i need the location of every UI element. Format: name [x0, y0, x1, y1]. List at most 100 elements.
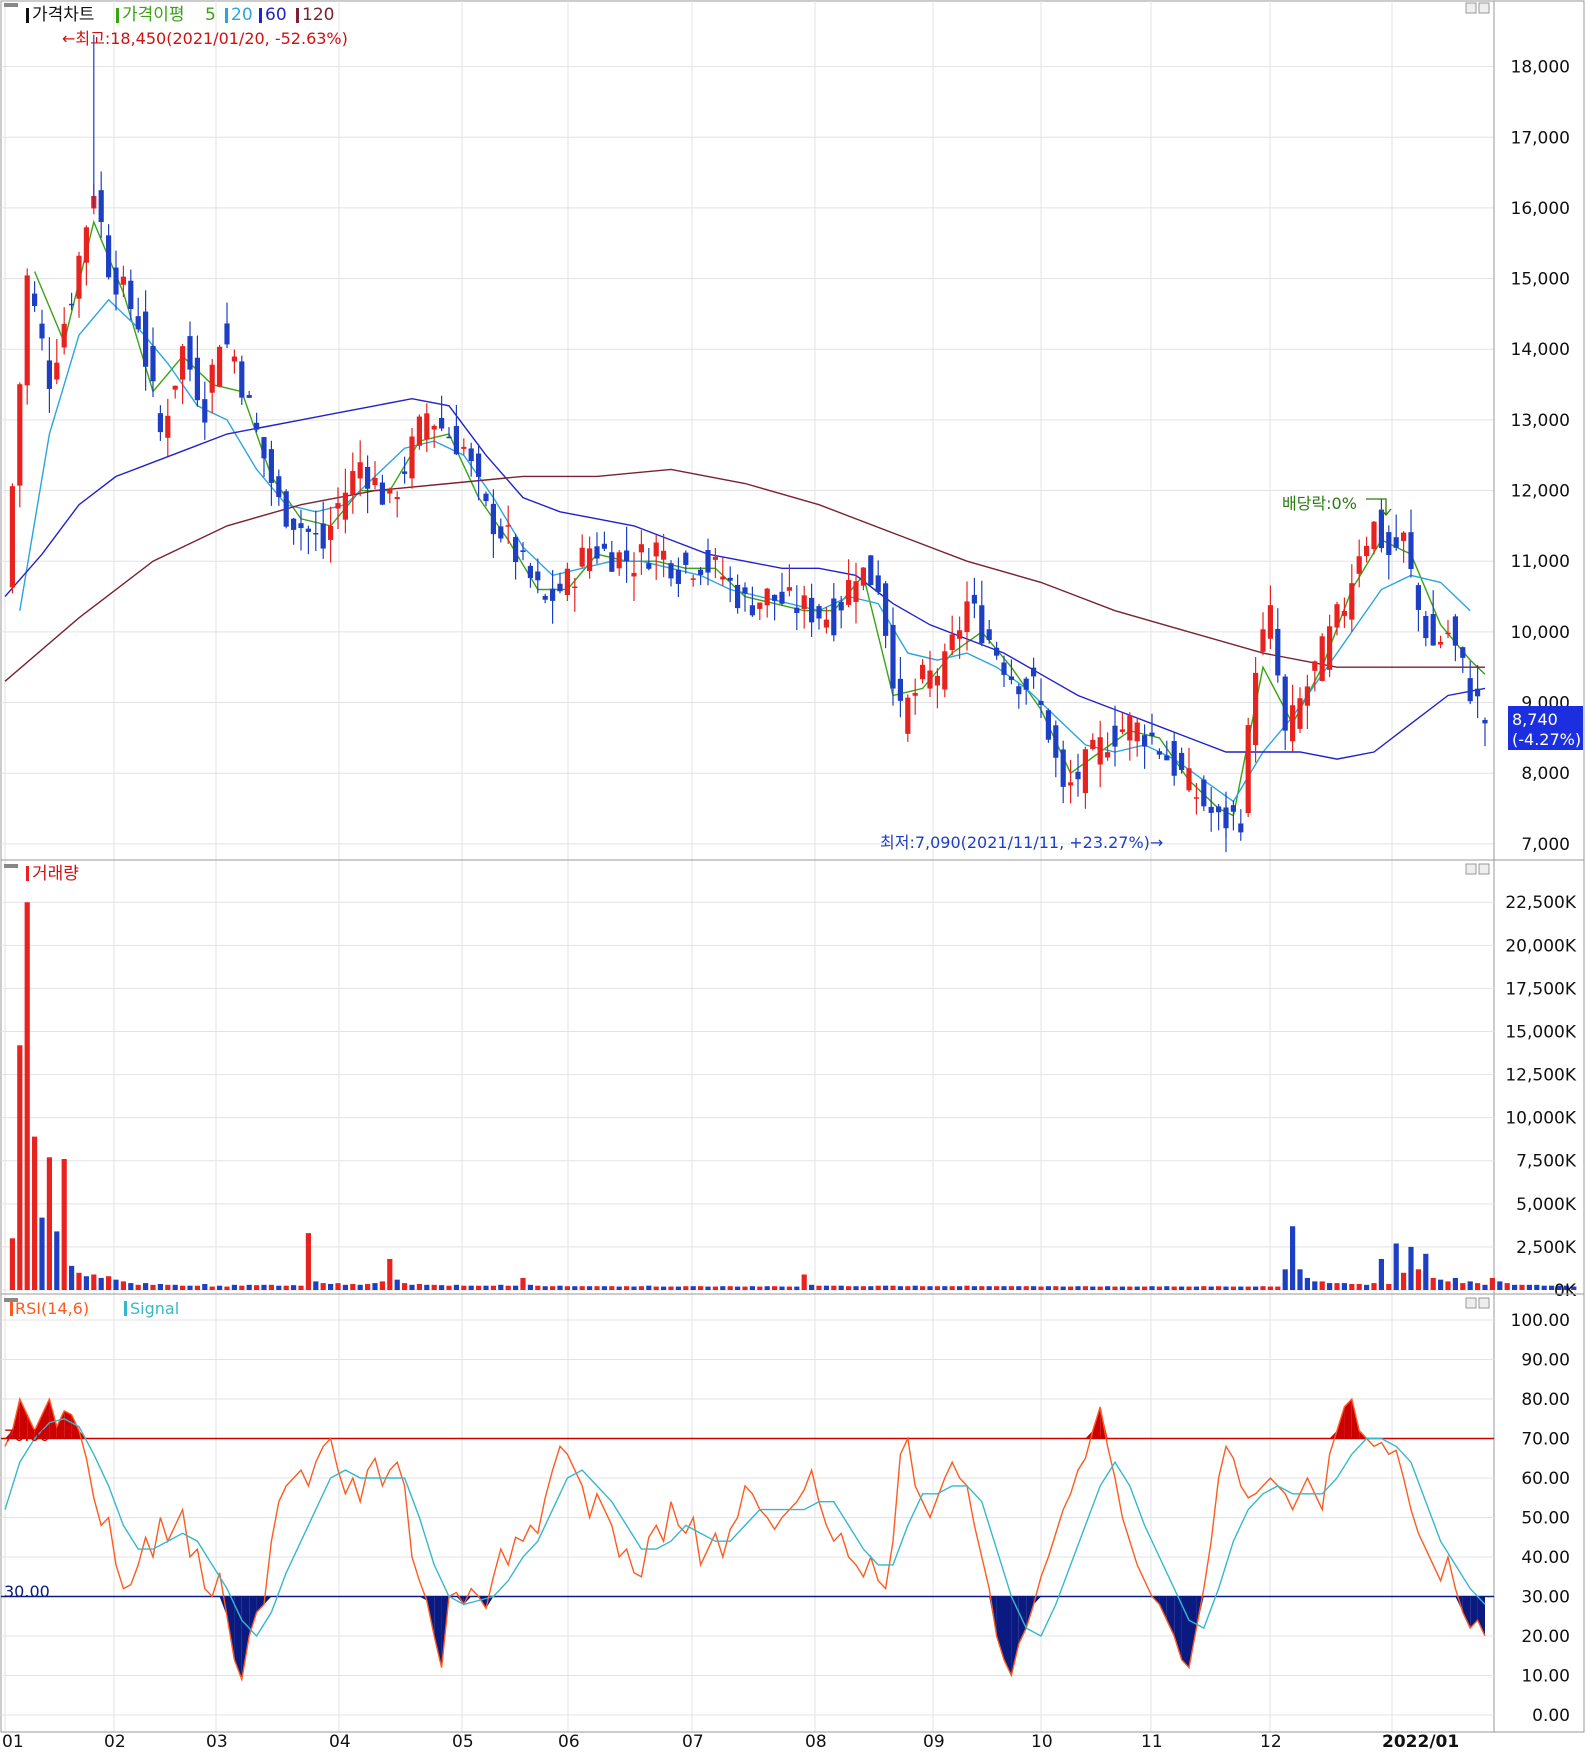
- volume-bar: [542, 1286, 548, 1290]
- high-annotation: ←최고:18,450(2021/01/20, -52.63%): [62, 29, 348, 48]
- volume-bar: [39, 1217, 45, 1290]
- candle-body: [949, 634, 955, 651]
- candle-body: [1075, 771, 1081, 780]
- candle-body: [1275, 628, 1281, 676]
- volume-bar: [505, 1285, 511, 1290]
- rsi-oversold-fill: [434, 1596, 442, 1668]
- volume-panel: 22,500K 20,000K 17,500K 15,000K 12,500K 10,00…: [0, 859, 1585, 1301]
- volume-bar: [335, 1283, 341, 1290]
- price-y-tick-label: 14,000: [1511, 340, 1570, 360]
- volume-bar: [291, 1285, 297, 1290]
- volume-bar: [394, 1279, 400, 1290]
- panel-menu-icon[interactable]: [4, 3, 18, 7]
- volume-bar: [17, 1045, 23, 1290]
- rsi-line: [4, 1396, 1486, 1683]
- candle-body: [350, 471, 356, 495]
- candle-body: [890, 624, 896, 689]
- candle-body: [476, 453, 482, 477]
- price-y-tick-label: 7,000: [1521, 835, 1570, 855]
- volume-y-tick-label: 10,000K: [1505, 1109, 1576, 1129]
- volume-menu-icon[interactable]: [4, 864, 18, 868]
- volume-bar: [920, 1286, 926, 1290]
- volume-bar: [350, 1283, 356, 1290]
- candle-body: [1045, 710, 1051, 740]
- rsi-oversold-fill: [1181, 1596, 1189, 1668]
- candle-body: [831, 598, 837, 636]
- candle-body: [1260, 629, 1266, 652]
- volume-bar: [942, 1286, 948, 1290]
- volume-bar: [749, 1286, 755, 1290]
- candle-body: [1038, 700, 1044, 705]
- candle-body: [690, 578, 696, 580]
- legend-price-swatch: [26, 8, 29, 23]
- volume-bar: [69, 1265, 75, 1290]
- candle-body: [298, 523, 304, 529]
- volume-bar: [209, 1286, 215, 1290]
- candle-body: [594, 546, 600, 559]
- candle-body: [276, 476, 282, 498]
- candle-body: [557, 583, 563, 592]
- volume-bar: [1097, 1286, 1103, 1290]
- volume-bar: [224, 1286, 230, 1290]
- volume-bar: [83, 1276, 89, 1290]
- volume-bar: [1186, 1286, 1192, 1290]
- candle-body: [32, 293, 38, 306]
- candle-body: [705, 550, 711, 573]
- volume-bar: [675, 1286, 681, 1290]
- volume-bar: [461, 1285, 467, 1290]
- candle-body: [727, 577, 733, 581]
- legend-ma5: 5: [205, 5, 216, 25]
- volume-bar: [1253, 1286, 1259, 1290]
- legend-ma60: 60: [265, 5, 287, 25]
- volume-bar: [779, 1286, 785, 1290]
- volume-bar: [661, 1286, 667, 1290]
- volume-bar: [1497, 1281, 1503, 1290]
- volume-close-button[interactable]: [1478, 863, 1490, 875]
- candle-body: [1364, 545, 1370, 557]
- volume-bar: [905, 1286, 911, 1290]
- rsi-overbought-fill: [5, 1430, 13, 1439]
- restore-button[interactable]: [1465, 2, 1477, 14]
- volume-bar: [564, 1286, 570, 1290]
- candle-body: [372, 477, 378, 486]
- rsi-oversold-fill: [227, 1596, 235, 1660]
- rsi-restore-button[interactable]: [1465, 1297, 1477, 1309]
- volume-bar: [120, 1281, 126, 1290]
- volume-y-tick-label: 0K: [1554, 1281, 1577, 1301]
- candle-body: [1438, 641, 1444, 645]
- candle-body: [1267, 605, 1273, 639]
- volume-restore-button[interactable]: [1465, 863, 1477, 875]
- volume-bar: [1408, 1246, 1414, 1290]
- candle-body: [1097, 737, 1103, 765]
- volume-bar: [875, 1285, 881, 1290]
- volume-bar: [609, 1286, 615, 1290]
- candle-body: [17, 384, 23, 486]
- volume-bar: [9, 1238, 15, 1290]
- candle-body: [1245, 725, 1251, 814]
- rsi-y-tick-label: 100.00: [1511, 1311, 1570, 1331]
- candle-body: [394, 497, 400, 500]
- candle-body: [920, 664, 926, 680]
- volume-bar: [1075, 1286, 1081, 1290]
- volume-bar: [202, 1283, 208, 1290]
- rsi-close-button[interactable]: [1478, 1297, 1490, 1309]
- rsi-menu-icon[interactable]: [4, 1298, 18, 1302]
- close-button[interactable]: [1478, 2, 1490, 14]
- volume-bar: [868, 1286, 874, 1290]
- candle-body: [194, 357, 200, 401]
- rsi-y-tick-label: 20.00: [1521, 1627, 1570, 1647]
- candle-body: [357, 462, 363, 479]
- candle-body: [320, 523, 326, 549]
- candle-body: [1238, 823, 1244, 833]
- volume-bar: [1319, 1281, 1325, 1290]
- volume-bar: [424, 1284, 430, 1290]
- candle-body: [98, 190, 104, 222]
- x-tick-label: 04: [329, 1732, 351, 1751]
- volume-bar: [194, 1285, 200, 1290]
- volume-bar: [98, 1277, 104, 1290]
- candle-body: [461, 446, 467, 449]
- volume-bar: [735, 1286, 741, 1290]
- candle-body: [934, 675, 940, 686]
- candle-body: [453, 425, 459, 455]
- candle-body: [1164, 755, 1170, 761]
